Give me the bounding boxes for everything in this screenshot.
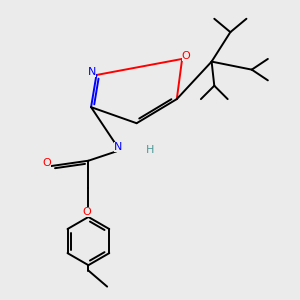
Text: N: N bbox=[114, 142, 122, 152]
Text: N: N bbox=[87, 67, 96, 77]
Text: O: O bbox=[43, 158, 51, 168]
Text: O: O bbox=[182, 51, 190, 61]
Text: H: H bbox=[146, 145, 154, 155]
Text: O: O bbox=[83, 207, 92, 217]
